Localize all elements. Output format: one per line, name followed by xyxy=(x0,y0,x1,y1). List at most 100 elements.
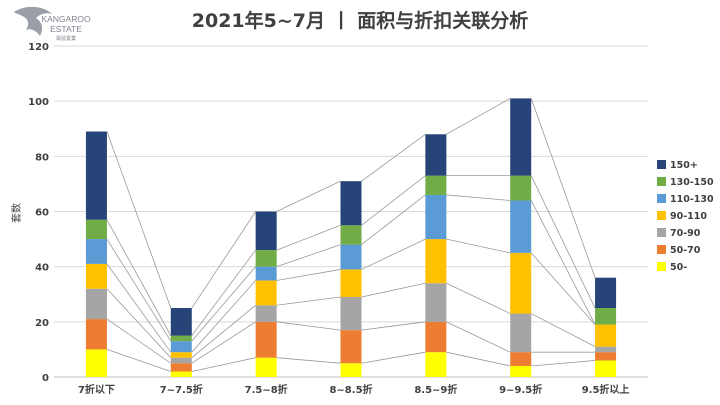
series-connector-line xyxy=(446,194,511,201)
legend-swatch xyxy=(657,262,666,271)
series-connector-line xyxy=(276,321,341,331)
bar-90-110-7.5~8折 xyxy=(255,280,277,306)
bar-70-90-9~9.5折 xyxy=(510,313,532,353)
bar-90-110-9.5折以上 xyxy=(595,324,617,347)
series-connector-line xyxy=(361,238,426,270)
legend-label: 110-130 xyxy=(670,194,714,205)
series-connector-line xyxy=(361,282,426,298)
bar-150+-7折以下 xyxy=(85,131,107,220)
legend-label: 150+ xyxy=(670,160,698,171)
legend-label: 70-90 xyxy=(670,228,701,239)
series-connector-line xyxy=(106,349,171,372)
bar-110-130-8~8.5折 xyxy=(340,244,362,270)
bar-110-130-9~9.5折 xyxy=(510,200,532,253)
bar-70-90-7折以下 xyxy=(85,288,107,320)
bar-50--7折以下 xyxy=(85,349,107,377)
bar-50-70-7~7.5折 xyxy=(170,363,192,372)
legend-swatch xyxy=(657,177,666,186)
bar-layer xyxy=(85,98,617,377)
series-connector-line xyxy=(191,321,256,364)
x-tick-label: 7~7.5折 xyxy=(160,383,203,396)
bar-50-70-9.5折以上 xyxy=(595,352,617,361)
y-tick-labels: 0 20 40 60 80 100 120 xyxy=(28,42,49,384)
bar-50-70-7.5~8折 xyxy=(255,321,277,358)
series-connector-line xyxy=(191,280,256,353)
y-tick-label: 60 xyxy=(35,208,49,219)
legend-label: 90-110 xyxy=(670,211,707,222)
series-connector-line xyxy=(446,321,511,353)
y-tick-label: 120 xyxy=(28,42,49,53)
chart-title: 2021年5~7月 丨 面积与折扣关联分析 xyxy=(192,9,528,32)
series-connector-line xyxy=(106,318,172,364)
series-connector-line xyxy=(531,360,596,367)
connector-lines xyxy=(106,98,596,372)
legend-swatch xyxy=(657,228,666,237)
legend-swatch xyxy=(657,211,666,220)
series-connector-line xyxy=(106,131,172,309)
bar-70-90-7.5~8折 xyxy=(255,305,277,322)
series-connector-line xyxy=(446,238,511,254)
bar-50-70-9~9.5折 xyxy=(510,352,532,366)
series-connector-line xyxy=(106,263,172,353)
y-tick-label: 80 xyxy=(35,152,49,163)
bar-50--9~9.5折 xyxy=(510,365,532,377)
bar-90-110-8~8.5折 xyxy=(340,269,362,298)
bar-110-130-7折以下 xyxy=(85,239,107,264)
legend-swatch xyxy=(657,245,666,254)
series-connector-line xyxy=(191,211,256,309)
bar-50-70-8~8.5折 xyxy=(340,330,362,364)
series-connector-line xyxy=(191,266,256,342)
series-connector-line xyxy=(530,252,596,325)
bar-70-90-8.5~9折 xyxy=(425,283,447,322)
logo-brand-line2: ESTATE xyxy=(50,24,82,34)
series-connector-line xyxy=(446,282,511,314)
bar-50--7.5~8折 xyxy=(255,357,277,377)
bar-70-90-7~7.5折 xyxy=(170,357,192,364)
kangaroo-estate-logo: KANGAROO ESTATE 袋鼠置業 xyxy=(14,6,91,42)
series-connector-line xyxy=(446,98,511,135)
series-connector-line xyxy=(361,194,426,245)
bar-130-150-7.5~8折 xyxy=(255,250,277,267)
bar-70-90-9.5折以上 xyxy=(595,346,617,353)
bar-130-150-9~9.5折 xyxy=(510,175,532,201)
series-connector-line xyxy=(530,175,596,309)
series-connector-line xyxy=(361,351,426,364)
bar-150+-9.5折以上 xyxy=(595,277,617,309)
series-connector-line xyxy=(530,98,596,278)
y-tick-label: 100 xyxy=(28,97,49,108)
series-connector-line xyxy=(276,296,341,306)
legend-label: 50- xyxy=(670,262,687,273)
x-tick-label: 7折以下 xyxy=(78,383,115,396)
bar-130-150-7折以下 xyxy=(85,219,107,240)
bar-130-150-9.5折以上 xyxy=(595,308,617,325)
bar-150+-7.5~8折 xyxy=(255,211,277,251)
x-tick-label: 9.5折以上 xyxy=(582,383,630,396)
series-connector-line xyxy=(361,133,426,182)
y-axis-label: 套数 xyxy=(10,203,23,223)
series-connector-line xyxy=(106,238,172,342)
x-tick-label: 8~8.5折 xyxy=(329,383,372,396)
logo-brand-line1: KANGAROO xyxy=(41,14,91,24)
bar-90-110-7~7.5折 xyxy=(170,352,192,358)
legend: 150+ 130-150 110-130 90-110 70-90 50-70 50- xyxy=(657,160,714,273)
series-connector-line xyxy=(446,351,511,367)
series-connector-line xyxy=(276,224,341,251)
bar-110-130-7.5~8折 xyxy=(255,266,277,281)
legend-label: 130-150 xyxy=(670,177,714,188)
x-tick-label: 8.5~9折 xyxy=(414,383,457,396)
legend-label: 50-70 xyxy=(670,245,701,256)
bar-130-150-8~8.5折 xyxy=(340,225,362,245)
bar-150+-7~7.5折 xyxy=(170,308,192,336)
logo-brand-cn: 袋鼠置業 xyxy=(56,35,76,42)
y-tick-label: 40 xyxy=(35,263,49,274)
bar-150+-9~9.5折 xyxy=(510,98,532,176)
y-tick-label: 20 xyxy=(35,318,49,329)
bar-150+-8~8.5折 xyxy=(340,181,362,226)
series-connector-line xyxy=(191,249,256,336)
series-connector-line xyxy=(276,269,341,281)
series-connector-line xyxy=(531,313,596,348)
series-connector-line xyxy=(361,321,426,331)
series-connector-line xyxy=(361,175,426,226)
